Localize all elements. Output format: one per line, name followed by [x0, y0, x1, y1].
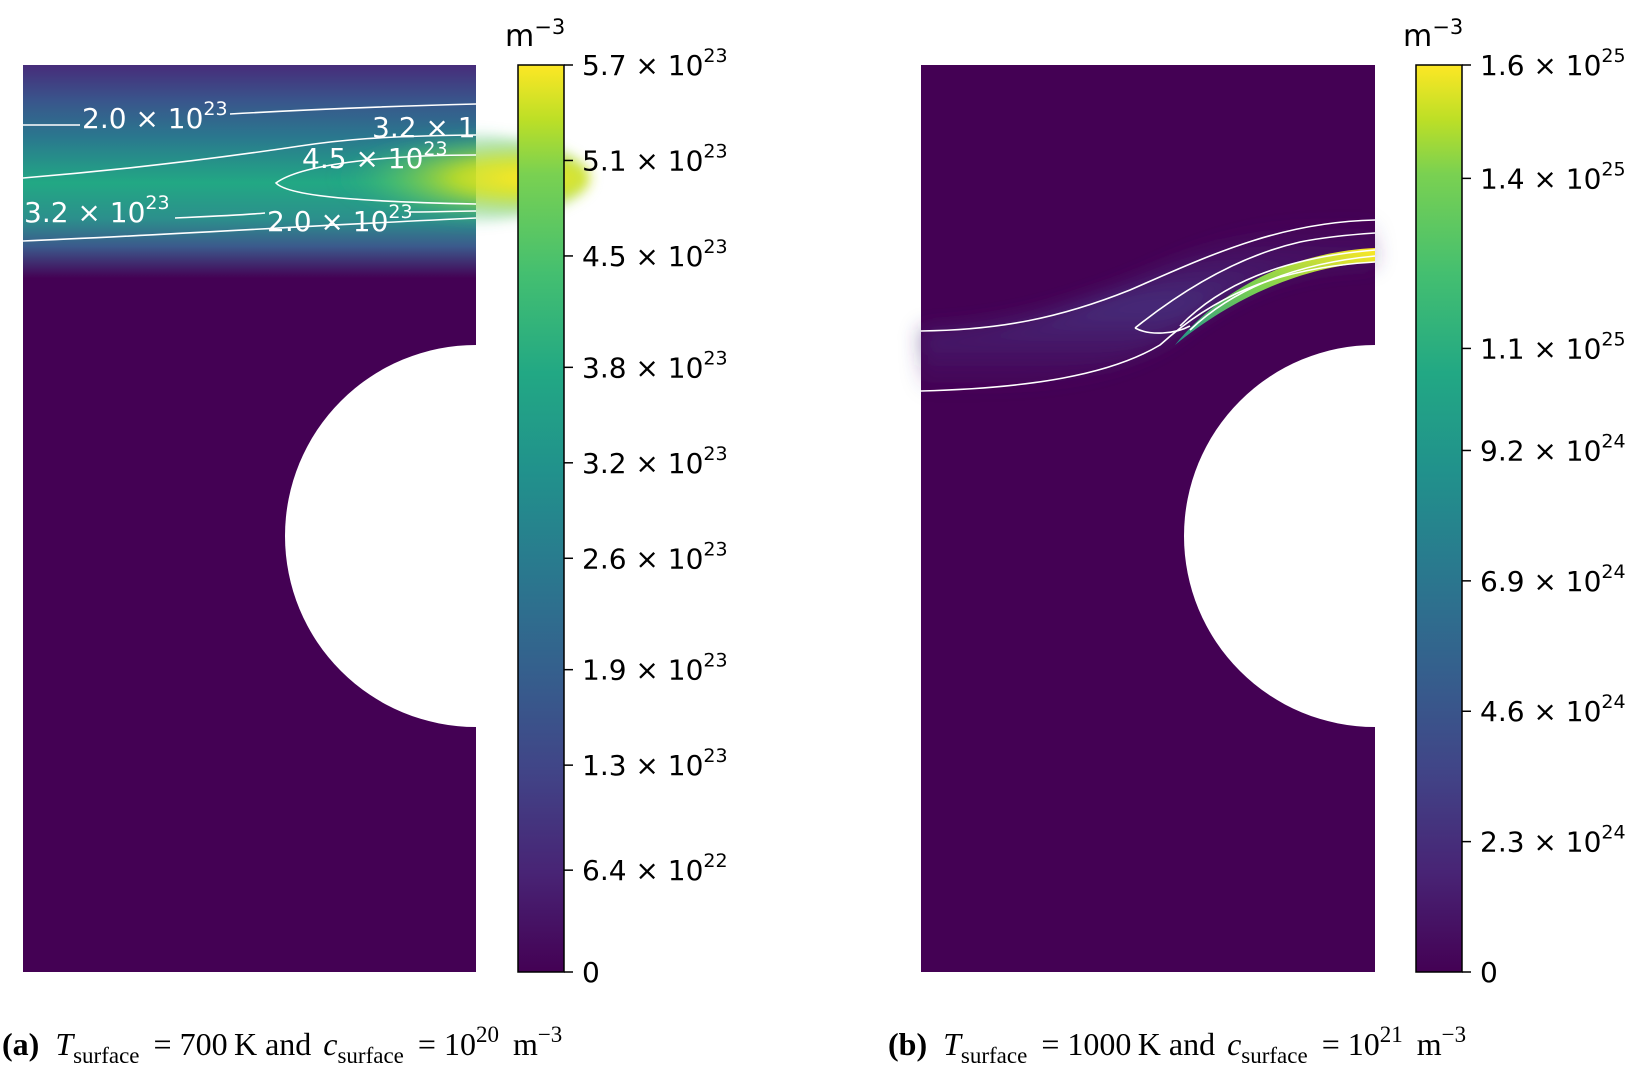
colorbar-tick-label: 1.3 × 1023 [582, 745, 728, 782]
colorbar-tick-label: 9.2 × 1024 [1480, 430, 1626, 467]
panel-a-contours [22, 103, 477, 242]
colorbar-tick-label: 0 [1480, 956, 1498, 989]
panel-a-caption: (a) Tsurface = 700 K and csurface = 1020… [2, 1013, 562, 1070]
colorbar-tick-label: 4.6 × 1024 [1480, 691, 1626, 728]
panel-a-colorbar: m−3 5.7 × 1023 5.1 × 1023 4.5 × 1023 3.8 × … [505, 15, 728, 989]
colorbar-tick-label: 2.6 × 1023 [582, 538, 728, 575]
colorbar-tick-label: 2.3 × 1024 [1480, 822, 1626, 859]
colorbar-tick-label: 5.1 × 1023 [582, 140, 728, 177]
colorbar-tick-label: 6.4 × 1022 [582, 850, 728, 887]
panel-a-contour-labels: 2.0 × 1023 3.2 × 1 4.5 × 1023 3.2 × 1023… [24, 98, 476, 238]
panel-b-contours [920, 219, 1376, 392]
panel-a-hole [285, 345, 476, 727]
panel-b-caption: (b) Tsurface = 1000 K and csurface = 102… [888, 1013, 1466, 1070]
contour-label: 3.2 × 1 [372, 111, 476, 144]
contour-label: 2.0 × 1023 [82, 98, 228, 135]
colorbar-tick-label: 0 [582, 956, 600, 989]
contour-label: 3.2 × 1023 [24, 192, 170, 229]
colorbar-tick-label: 3.2 × 1023 [582, 443, 728, 480]
colorbar-tick-label: 1.4 × 1025 [1480, 158, 1626, 195]
panel-a-field [23, 65, 590, 972]
colorbar-tick-label: 5.7 × 1023 [582, 45, 728, 82]
panel-b-hole [1184, 345, 1375, 727]
colorbar-tick-label: 1.1 × 1025 [1480, 328, 1626, 365]
panel-b-field [921, 65, 1375, 972]
colorbar-tick-label: 1.6 × 1025 [1480, 45, 1626, 82]
colorbar-unit: m−3 [1403, 15, 1463, 54]
colorbar-unit: m−3 [505, 15, 565, 54]
colorbar-tick-label: 3.8 × 1023 [582, 347, 728, 384]
colorbar-tick-label: 4.5 × 1023 [582, 236, 728, 273]
colorbar-tick-label: 1.9 × 1023 [582, 650, 728, 687]
panel-b-colorbar: m−3 1.6 × 1025 1.4 × 1025 1.1 × 1025 9.2 × … [1403, 15, 1626, 989]
contour-label: 4.5 × 1023 [302, 138, 448, 175]
contour-label: 2.0 × 1023 [267, 201, 413, 238]
colorbar-tick-label: 6.9 × 1024 [1480, 561, 1626, 598]
